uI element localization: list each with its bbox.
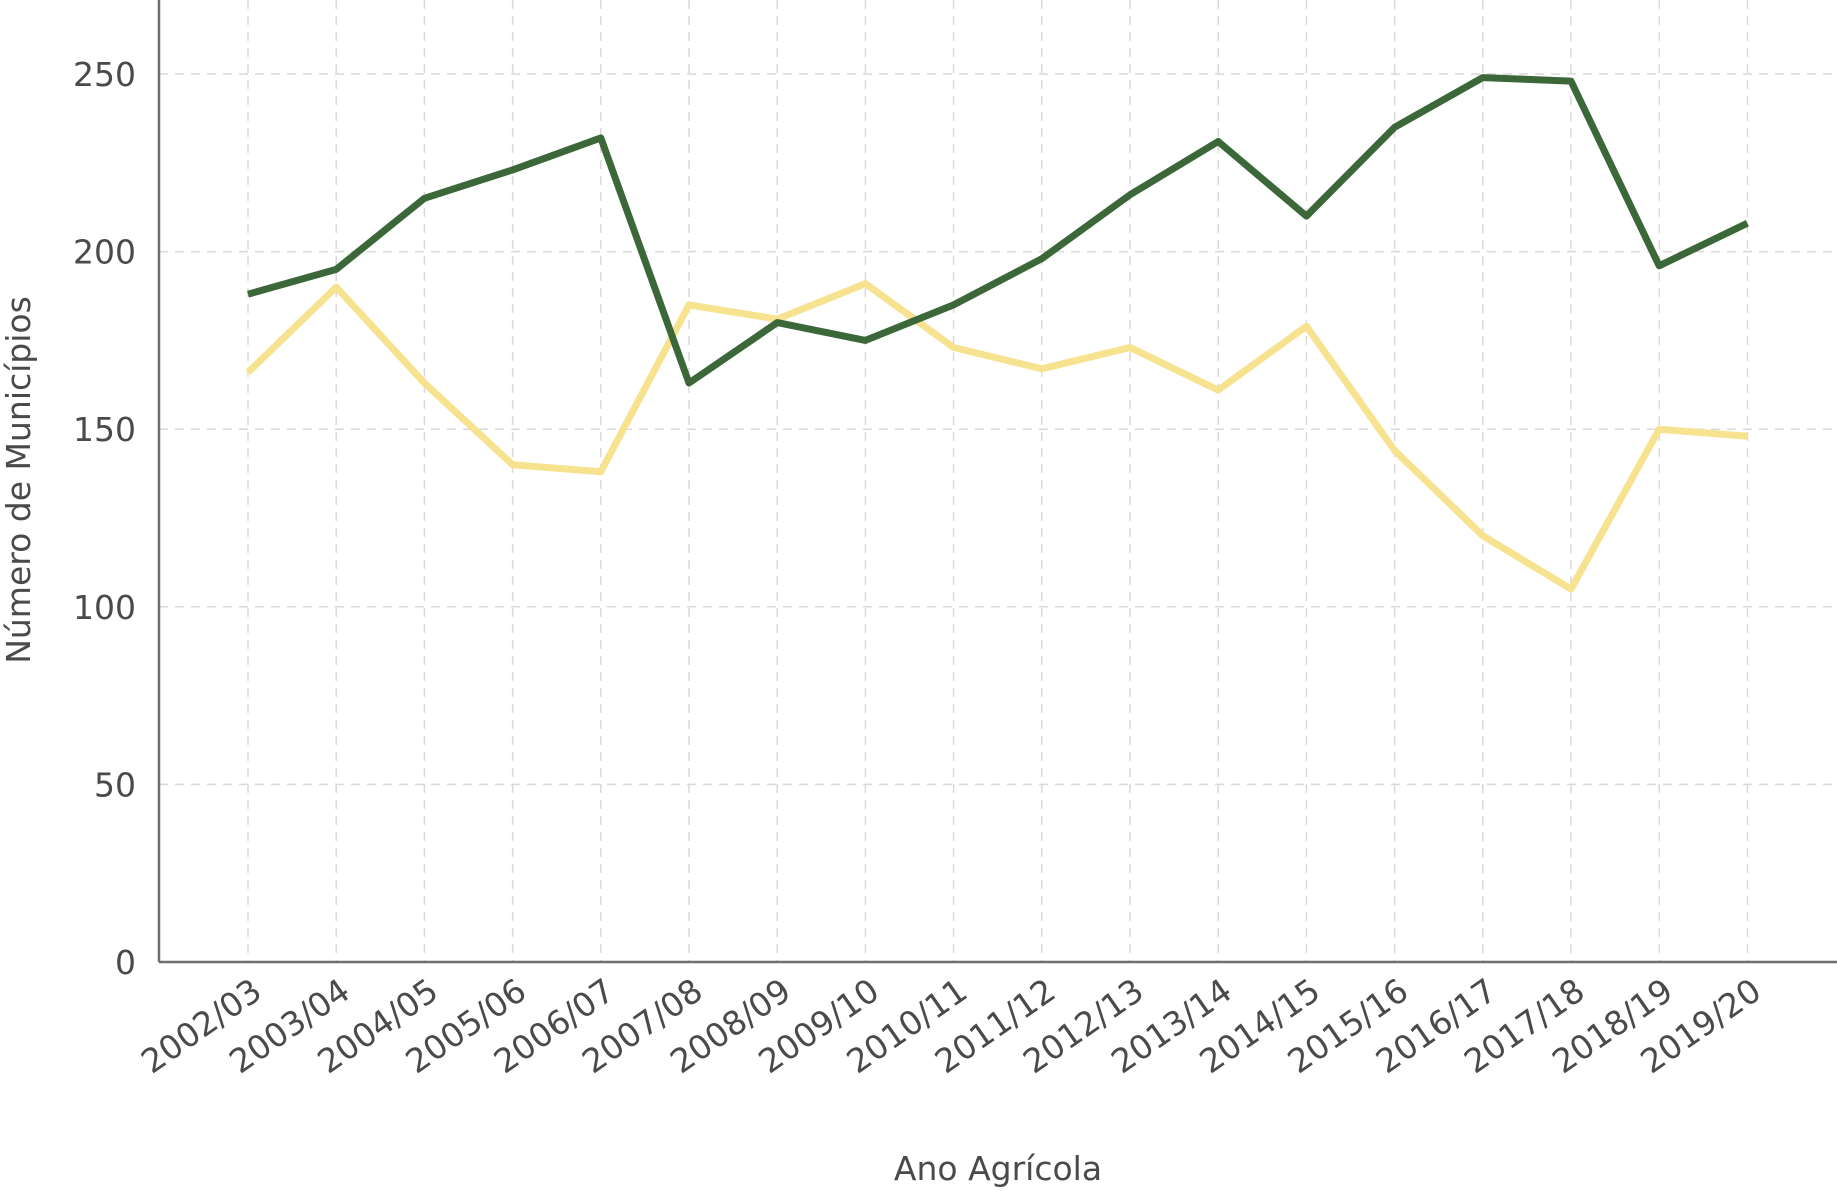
x-axis-title: Ano Agrícola — [894, 1149, 1102, 1188]
series-line-1 — [247, 74, 1749, 387]
y-tick-label: 0 — [115, 943, 136, 982]
series-lines — [245, 74, 1749, 593]
y-tick-label: 250 — [73, 55, 136, 94]
axes — [157, 0, 1837, 964]
gridlines — [159, 0, 1837, 962]
y-tick-label: 50 — [94, 765, 136, 804]
series-line-2 — [245, 280, 1748, 593]
y-tick-label: 150 — [73, 410, 136, 449]
y-tick-label: 100 — [73, 588, 136, 627]
tick-labels: 0501001502002502002/032003/042004/052005… — [73, 55, 1768, 1081]
y-axis-title: Número de Municípios — [0, 296, 38, 664]
y-tick-label: 200 — [73, 233, 136, 272]
